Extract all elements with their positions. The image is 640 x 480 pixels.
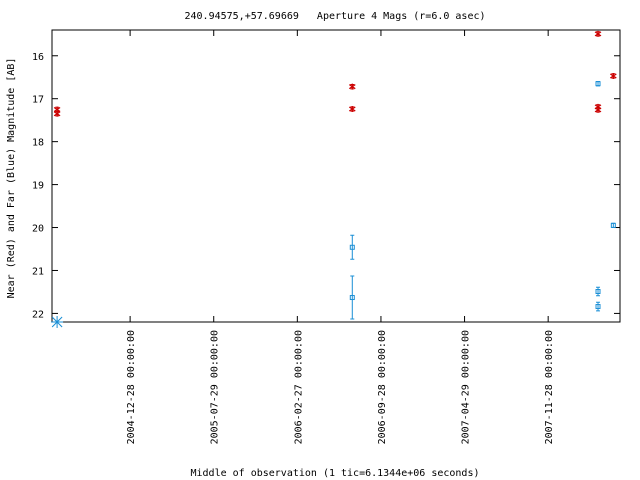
data-point bbox=[610, 222, 616, 228]
x-axis-label: Middle of observation (1 tic=6.1344e+06 … bbox=[191, 468, 480, 479]
marker-shape bbox=[348, 83, 356, 90]
y-tick-label: 17 bbox=[32, 95, 44, 106]
x-tick-label: 2006-02-27 00:00:00 bbox=[293, 330, 304, 444]
marker-shape bbox=[609, 72, 617, 79]
marker-shape bbox=[51, 316, 64, 328]
error-bar bbox=[596, 286, 601, 297]
data-point bbox=[609, 72, 617, 79]
data-point bbox=[594, 30, 602, 37]
marker-shape bbox=[53, 110, 61, 117]
data-point bbox=[53, 110, 61, 117]
plot-frame bbox=[51, 29, 621, 323]
error-bar bbox=[350, 275, 355, 320]
marker-shape bbox=[595, 289, 601, 295]
y-tick-label: 19 bbox=[32, 181, 44, 192]
y-tick-label: 20 bbox=[32, 224, 44, 235]
marker-shape bbox=[349, 244, 355, 250]
x-tick-label: 2007-11-28 00:00:00 bbox=[544, 330, 555, 444]
chart-title: 240.94575,+57.69669 Aperture 4 Mags (r=6… bbox=[184, 11, 485, 22]
marker-shape bbox=[595, 81, 601, 87]
data-point bbox=[349, 244, 355, 250]
marker-shape bbox=[348, 106, 356, 113]
x-tick-label: 2004-12-28 00:00:00 bbox=[126, 330, 137, 444]
data-point bbox=[595, 304, 601, 310]
data-point bbox=[348, 106, 356, 113]
marker-shape bbox=[610, 222, 616, 228]
data-point bbox=[594, 106, 602, 113]
marker-shape bbox=[594, 106, 602, 113]
error-bar bbox=[596, 301, 601, 312]
y-tick-label: 16 bbox=[32, 52, 44, 63]
marker-shape bbox=[595, 304, 601, 310]
marker-shape bbox=[349, 295, 355, 301]
y-axis-label: Near (Red) and Far (Blue) Magnitude [AB] bbox=[6, 58, 17, 299]
x-tick-label: 2006-09-28 00:00:00 bbox=[377, 330, 388, 444]
x-tick-label: 2007-04-29 00:00:00 bbox=[461, 330, 472, 444]
error-bar bbox=[350, 234, 355, 260]
data-point bbox=[51, 316, 64, 328]
data-point bbox=[595, 81, 601, 87]
y-tick-label: 21 bbox=[32, 266, 44, 277]
x-tick-label: 2005-07-29 00:00:00 bbox=[210, 330, 221, 444]
y-tick-label: 22 bbox=[32, 309, 44, 320]
data-point bbox=[595, 289, 601, 295]
data-point bbox=[348, 83, 356, 90]
marker-shape bbox=[594, 30, 602, 37]
data-point bbox=[349, 295, 355, 301]
y-tick-label: 18 bbox=[32, 138, 44, 149]
